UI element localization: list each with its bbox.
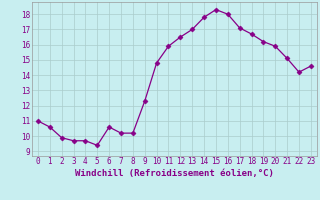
X-axis label: Windchill (Refroidissement éolien,°C): Windchill (Refroidissement éolien,°C) <box>75 169 274 178</box>
